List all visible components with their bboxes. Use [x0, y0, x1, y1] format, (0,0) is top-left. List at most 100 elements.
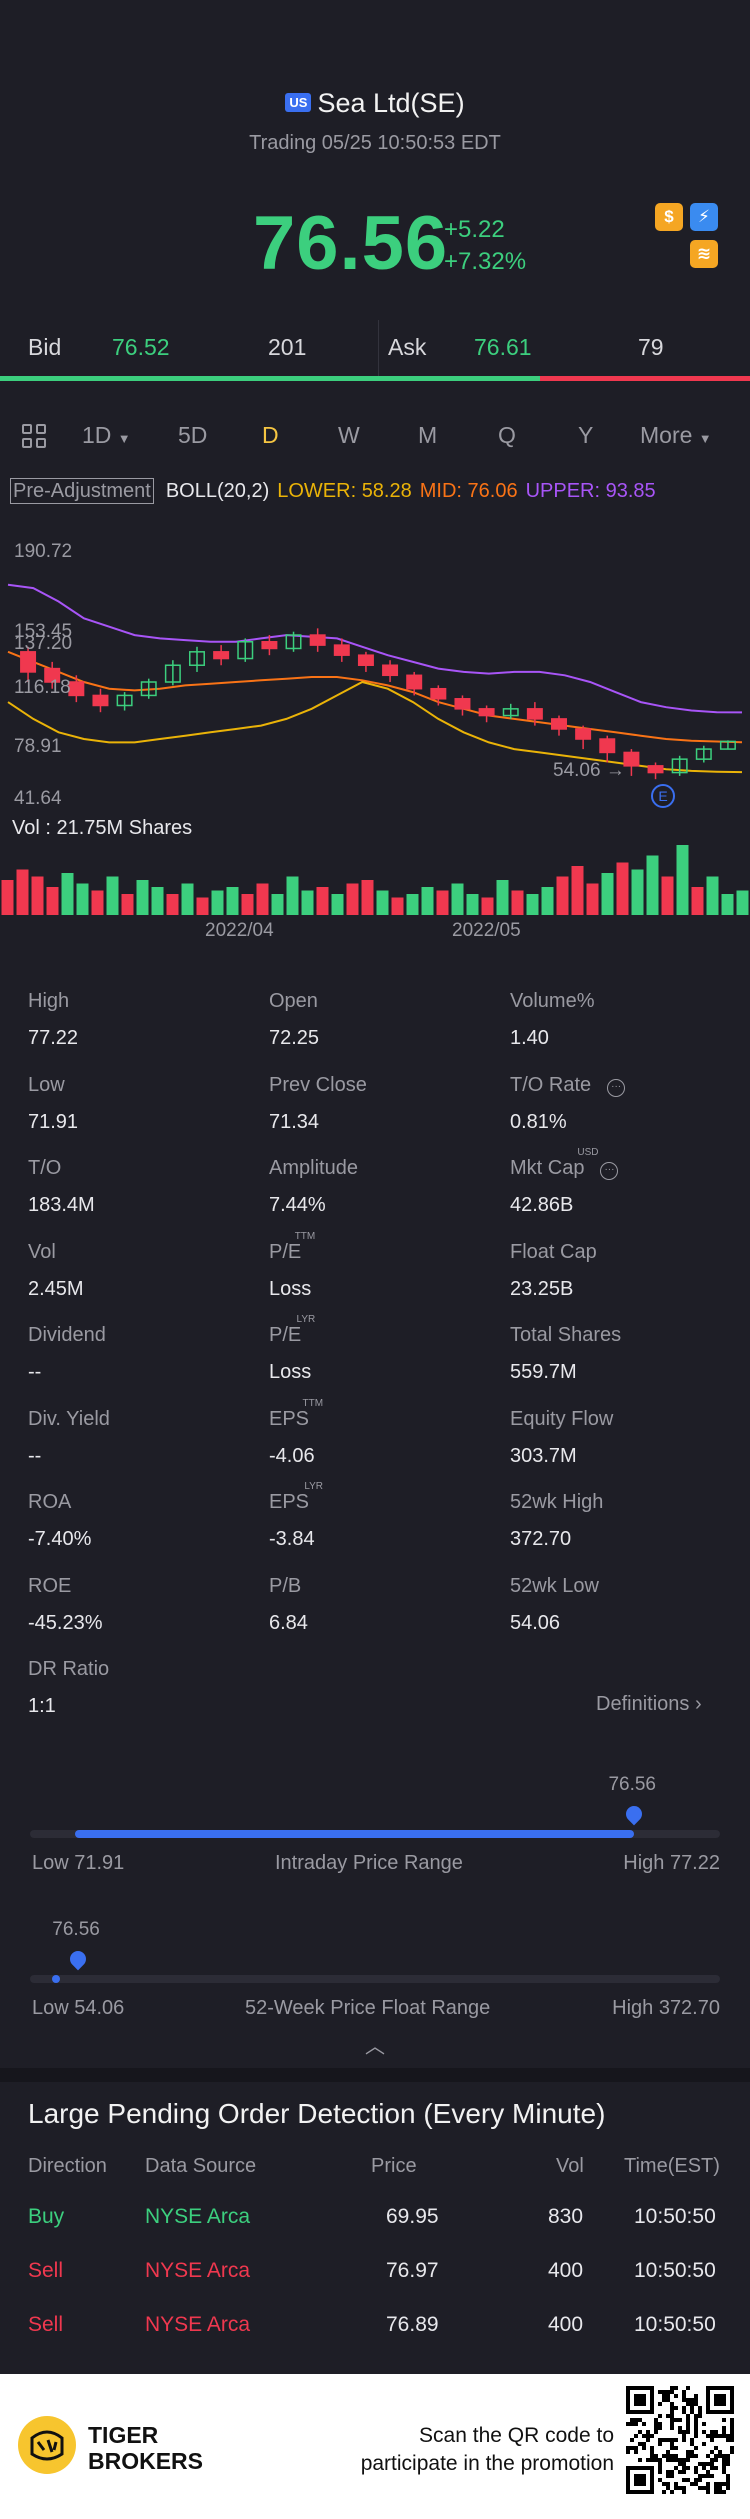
tab-m[interactable]: M [418, 422, 438, 448]
stat-label-text: EPS [269, 1407, 310, 1430]
date-label-april: 2022/04 [205, 920, 274, 941]
lightning-icon[interactable]: ⚡ [690, 203, 718, 231]
stat-label: P/E LYR [269, 1314, 315, 1347]
candle-body [695, 748, 712, 760]
volume-bar [556, 876, 569, 915]
pre-adjustment-toggle[interactable]: Pre-Adjustment [10, 478, 154, 504]
more-info-icon[interactable]: ··· [600, 1162, 619, 1180]
tab-q[interactable]: Q [498, 422, 516, 448]
stat-value: 7.44% [269, 1194, 326, 1216]
candle-body [671, 758, 688, 774]
qr-code-icon[interactable] [626, 2386, 734, 2494]
stat-label: P/E TTM [269, 1231, 315, 1264]
stat-item[interactable]: Mkt Cap USD ··· 42.86B [510, 1147, 730, 1237]
intraday-current-value: 76.56 [608, 1774, 656, 1795]
intraday-high: High 77.22 [623, 1852, 720, 1874]
stat-value: -7.40% [28, 1528, 92, 1550]
volume-bar [511, 890, 524, 915]
definitions-link[interactable]: Definitions › [596, 1693, 702, 1716]
stack-icon[interactable]: ≋ [690, 240, 718, 268]
boll-label[interactable]: BOLL(20,2) [165, 480, 270, 502]
tab-1d-label: 1D [82, 422, 112, 448]
dollar-icon[interactable]: $ [655, 203, 683, 231]
volume-bar [601, 873, 614, 915]
boll-mid-line [7, 650, 743, 744]
volume-bar [496, 880, 509, 915]
stat-item: Div. Yield -- [28, 1408, 248, 1488]
volume-bar [541, 887, 554, 915]
y-axis-label-2: 137.20 [14, 633, 73, 654]
stat-item: Total Shares 559.7M [510, 1324, 730, 1404]
stat-item: 52wk Low 54.06 [510, 1575, 730, 1655]
volume-bar [121, 894, 134, 915]
order-direction: Sell [28, 2313, 64, 2336]
stat-label-sup: TTM [302, 1397, 324, 1409]
stat-value: Loss [269, 1361, 312, 1383]
boll-lower-line [7, 680, 743, 774]
stat-label: Mkt Cap USD [510, 1147, 598, 1180]
layout-grid-icon[interactable] [22, 424, 46, 448]
chevron-right-icon: › [694, 1693, 702, 1715]
stat-item: 52wk High 372.70 [510, 1491, 730, 1571]
boll-mid: MID: 76.06 [419, 480, 518, 502]
stat-value: 6.84 [269, 1611, 308, 1634]
stat-item: High 77.22 [28, 990, 248, 1070]
week52-low: Low 54.06 [32, 1997, 125, 2019]
stat-label-text: EPS [269, 1491, 310, 1513]
promo-footer: TIGER BROKERS Scan the QR code to partic… [0, 2374, 750, 2519]
volume-bar [166, 894, 179, 915]
stat-label: Total Shares [510, 1324, 621, 1347]
volume-bar [91, 890, 104, 915]
stat-label: Volume% [510, 990, 595, 1013]
order-source: NYSE Arca [145, 2313, 251, 2336]
promo-text: Scan the QR code to participate in the p… [294, 2422, 614, 2478]
week52-title: 52-Week Price Float Range [245, 1997, 491, 2019]
tab-more[interactable]: More ▼ [640, 422, 712, 449]
volume-bar [676, 845, 689, 915]
promo-line-1: Scan the QR code to [419, 2424, 614, 2447]
header-vol: Vol [556, 2155, 584, 2177]
more-info-icon[interactable]: ··· [607, 1078, 626, 1097]
earnings-event-icon[interactable]: E [651, 784, 675, 808]
table-row: Buy NYSE Arca 69.95 830 10:50:50 [28, 2205, 722, 2259]
tab-y[interactable]: Y [578, 422, 594, 448]
stat-value: -- [28, 1361, 42, 1383]
stat-label: Open [269, 990, 318, 1013]
stat-item: EPS LYR -3.84 [269, 1481, 489, 1571]
stat-value: 0.81% [510, 1110, 567, 1133]
volume-bar [376, 890, 389, 915]
volume-bar [346, 883, 359, 915]
map-pin-icon [623, 1802, 646, 1826]
tab-w[interactable]: W [338, 422, 360, 448]
tab-1d[interactable]: 1D ▼ [82, 422, 131, 449]
order-vol: 830 [548, 2205, 584, 2228]
ask-price: 76.61 [474, 334, 532, 360]
stat-item[interactable]: T/O Rate ··· 0.81% [510, 1074, 730, 1154]
order-price: 76.97 [386, 2259, 439, 2282]
change-percent: +7.32% [444, 248, 527, 275]
volume-chart [1, 845, 749, 915]
candle-body [285, 634, 302, 650]
stat-label-sup: USD [577, 1147, 599, 1158]
stat-item: Float Cap 23.25B [510, 1241, 730, 1321]
market-badge: US [285, 93, 312, 112]
order-price: 76.89 [386, 2313, 439, 2336]
stat-label: T/O Rate [510, 1074, 591, 1097]
tab-d[interactable]: D [262, 422, 279, 448]
header-direction: Direction [28, 2155, 107, 2177]
volume-bar [436, 890, 449, 915]
stat-value: 183.4M [28, 1194, 95, 1216]
stat-label: 52wk High [510, 1491, 603, 1514]
tab-5d[interactable]: 5D [178, 422, 208, 448]
stat-item: ROE -45.23% [28, 1575, 248, 1655]
ask-volume-bar [540, 376, 750, 381]
stat-label-text: Amplitude [269, 1157, 358, 1179]
order-price: 69.95 [386, 2205, 439, 2228]
volume-bar [1, 880, 14, 915]
chevron-up-icon[interactable]: ︿ [365, 2036, 385, 2058]
candle-body [164, 664, 181, 683]
stat-value: -- [28, 1444, 42, 1467]
candlestick-chart[interactable] [0, 520, 750, 820]
volume-bar [481, 897, 494, 915]
section-divider [0, 2068, 750, 2082]
